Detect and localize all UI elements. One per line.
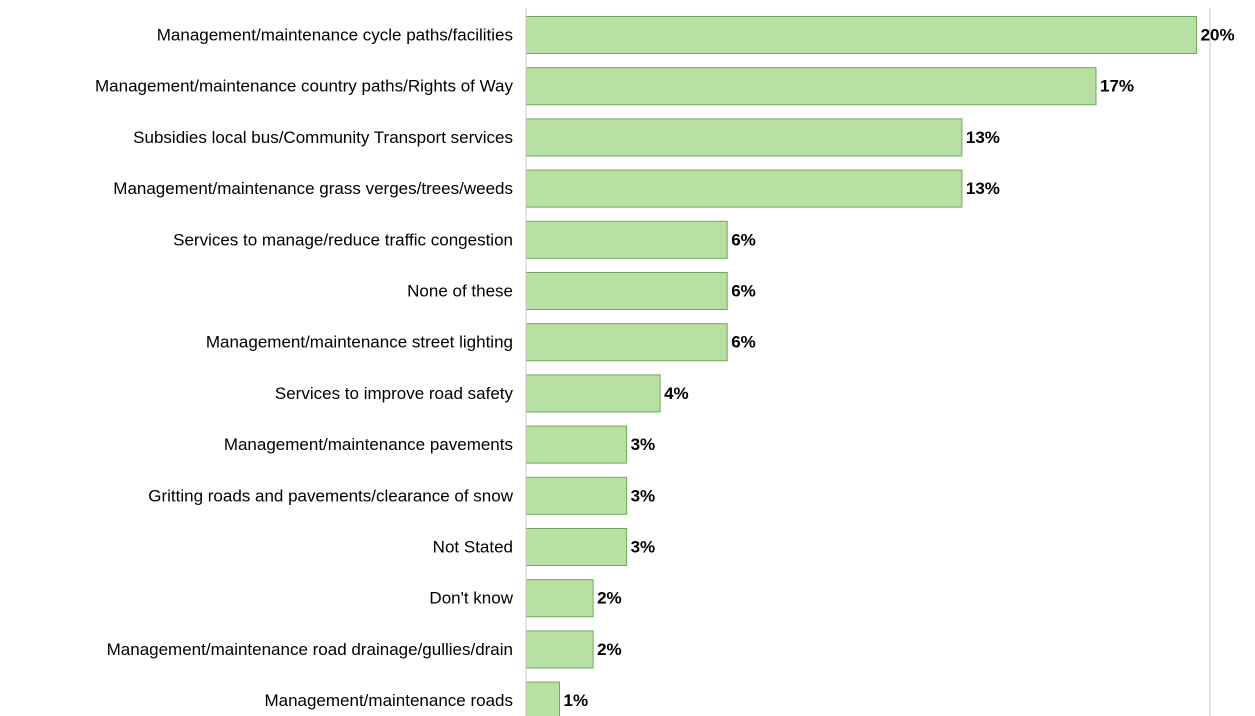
category-label-2: Subsidies local bus/Community Transport … xyxy=(133,128,513,147)
bar-8 xyxy=(525,425,628,464)
value-label-8: 3% xyxy=(631,435,656,454)
value-label-12: 2% xyxy=(597,640,622,659)
bar-9 xyxy=(525,476,628,515)
bar-2 xyxy=(525,118,963,157)
category-label-11: Don't know xyxy=(429,589,513,608)
bar-7 xyxy=(525,374,661,413)
value-label-3: 13% xyxy=(966,179,1000,198)
category-label-10: Not Stated xyxy=(433,538,513,557)
value-label-1: 17% xyxy=(1100,77,1134,96)
category-label-4: Services to manage/reduce traffic conges… xyxy=(173,230,513,249)
category-labels-layer: Management/maintenance cycle paths/facil… xyxy=(95,26,514,711)
bars-layer xyxy=(525,16,1198,716)
value-label-10: 3% xyxy=(631,538,656,557)
bar-10 xyxy=(525,528,628,566)
value-label-2: 13% xyxy=(966,128,1000,147)
bar-6 xyxy=(525,323,728,362)
bar-11 xyxy=(525,579,594,618)
value-label-7: 4% xyxy=(664,384,689,403)
category-label-6: Management/maintenance street lighting xyxy=(206,333,513,352)
bar-5 xyxy=(525,272,728,310)
category-label-3: Management/maintenance grass verges/tree… xyxy=(113,179,513,198)
value-label-5: 6% xyxy=(731,282,756,301)
bar-4 xyxy=(525,220,728,259)
category-label-7: Services to improve road safety xyxy=(275,384,514,403)
value-label-0: 20% xyxy=(1201,26,1235,45)
category-label-1: Management/maintenance country paths/Rig… xyxy=(95,77,513,96)
value-labels-layer: 20% 17% 13% 13% 6% 6% 6% 4% 3% 3% 3% 2% 2% 1% xyxy=(564,26,1235,711)
bar-12 xyxy=(525,630,594,669)
value-label-9: 3% xyxy=(631,486,656,505)
category-label-13: Management/maintenance roads xyxy=(264,691,513,710)
category-label-9: Gritting roads and pavements/clearance o… xyxy=(148,486,513,505)
category-label-0: Management/maintenance cycle paths/facil… xyxy=(157,26,513,45)
category-label-8: Management/maintenance pavements xyxy=(224,435,513,454)
value-label-13: 1% xyxy=(564,691,589,710)
category-label-5: None of these xyxy=(407,282,513,301)
bar-1 xyxy=(525,67,1097,106)
value-label-11: 2% xyxy=(597,589,622,608)
bar-0 xyxy=(525,16,1198,54)
bar-3 xyxy=(525,169,963,208)
bar-13 xyxy=(525,681,560,716)
category-label-12: Management/maintenance road drainage/gul… xyxy=(107,640,513,659)
value-label-6: 6% xyxy=(731,333,756,352)
value-label-4: 6% xyxy=(731,230,756,249)
